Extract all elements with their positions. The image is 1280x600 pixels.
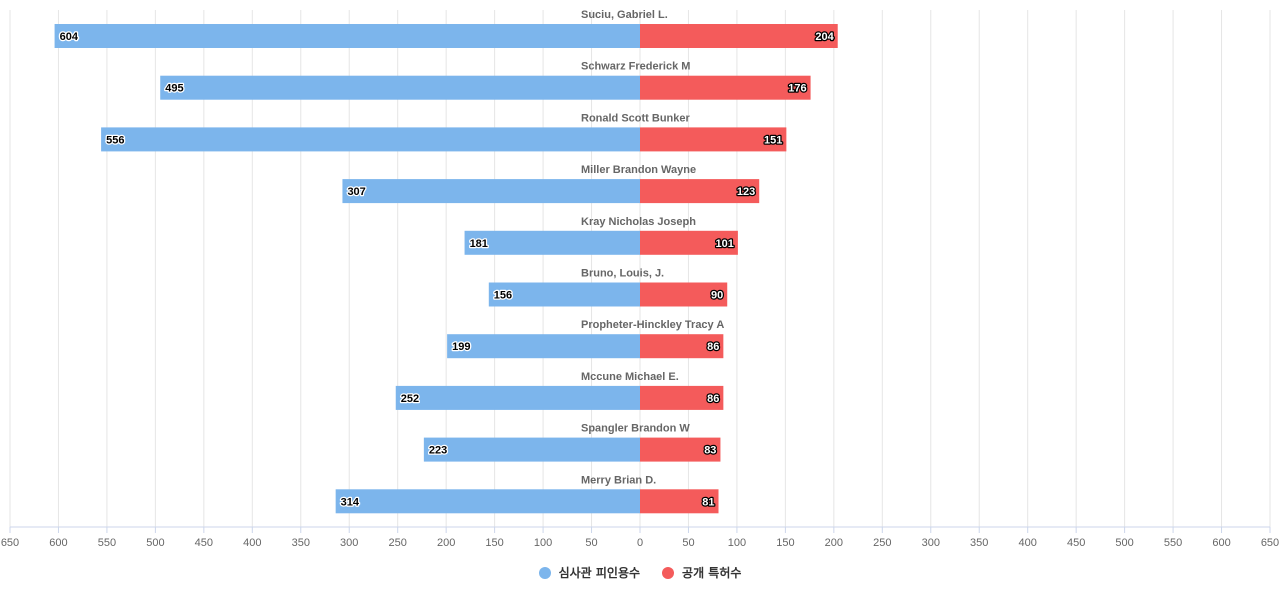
legend-marker xyxy=(662,566,675,579)
data-label-right: 90 xyxy=(711,290,723,302)
x-tick-label: 650 xyxy=(1,537,19,549)
category-label: Miller Brandon Wayne xyxy=(581,164,696,176)
value-labels: 604 204 495 176 556 151 307 123 181 101 156 90 199 86… xyxy=(58,30,836,510)
legend-item-left-series[interactable]: 심사관 피인용수 xyxy=(538,564,641,581)
legend-label: 심사관 피인용수 xyxy=(558,566,641,580)
category-label: Merry Brian D. xyxy=(581,474,656,486)
category-label: Spangler Brandon W xyxy=(581,423,690,435)
data-label-left: 495 xyxy=(165,83,183,95)
bars xyxy=(54,24,838,514)
category-label: Propheter-Hinckley Tracy A xyxy=(581,319,724,331)
x-tick-label: 450 xyxy=(195,537,213,549)
x-tick-label: 250 xyxy=(389,537,407,549)
data-label-right: 151 xyxy=(764,134,782,146)
bar-left[interactable] xyxy=(395,385,640,410)
x-tick-label: 500 xyxy=(146,537,164,549)
x-tick-label: 200 xyxy=(437,537,455,549)
bar-right[interactable] xyxy=(640,282,728,307)
bar-right[interactable] xyxy=(640,127,787,152)
data-label-right: 86 xyxy=(707,393,719,405)
data-label-right: 204 xyxy=(815,31,834,43)
legend-item-right-series[interactable]: 공개 특허수 xyxy=(662,564,741,581)
x-tick-label: 100 xyxy=(534,537,552,549)
x-tick-label: 600 xyxy=(49,537,67,549)
data-label-left: 604 xyxy=(60,31,79,43)
x-tick-label: 50 xyxy=(682,537,694,549)
bar-left[interactable] xyxy=(335,489,640,514)
data-label-left: 556 xyxy=(106,134,124,146)
x-tick-label: 550 xyxy=(98,537,116,549)
bar-right[interactable] xyxy=(640,489,719,514)
data-label-left: 252 xyxy=(401,393,419,405)
x-tick-label: 100 xyxy=(728,537,746,549)
x-tick-label: 250 xyxy=(873,537,891,549)
x-tick-label: 350 xyxy=(970,537,988,549)
x-tick-label: 550 xyxy=(1164,537,1182,549)
category-label: Ronald Scott Bunker xyxy=(581,112,691,124)
legend-label: 공개 특허수 xyxy=(682,566,742,580)
legend: 심사관 피인용수 공개 특허수 xyxy=(0,564,1280,581)
bar-right[interactable] xyxy=(640,75,811,100)
bar-left[interactable] xyxy=(464,230,640,255)
x-tick-label: 150 xyxy=(776,537,794,549)
data-label-left: 307 xyxy=(347,186,365,198)
x-tick-label: 500 xyxy=(1115,537,1133,549)
bar-right[interactable] xyxy=(640,437,721,462)
bar-left[interactable] xyxy=(342,179,640,204)
x-tick-label: 400 xyxy=(243,537,261,549)
x-tick-label: 450 xyxy=(1067,537,1085,549)
data-label-right: 176 xyxy=(788,83,806,95)
data-label-right: 86 xyxy=(707,341,719,353)
bar-left[interactable] xyxy=(423,437,640,462)
bar-right[interactable] xyxy=(640,24,838,48)
diverging-bar-chart: Suciu, Gabriel L. Schwarz Frederick M Rona… xyxy=(1,9,1279,549)
x-tick-label: 200 xyxy=(825,537,843,549)
x-tick-label: 0 xyxy=(637,537,643,549)
bar-right[interactable] xyxy=(640,230,738,255)
x-tick-label: 600 xyxy=(1212,537,1230,549)
legend-marker xyxy=(538,566,551,579)
bar-right[interactable] xyxy=(640,385,724,410)
bar-left[interactable] xyxy=(160,75,640,100)
data-label-right: 83 xyxy=(704,445,716,457)
bar-right[interactable] xyxy=(640,179,760,204)
category-label: Schwarz Frederick M xyxy=(581,61,690,73)
x-tick-label: 300 xyxy=(340,537,358,549)
x-axis: 650 600 550 500 450 400 350 300 250 200 150 100 50 0 5… xyxy=(1,526,1279,549)
x-tick-label: 650 xyxy=(1261,537,1279,549)
bar-right[interactable] xyxy=(640,334,724,359)
x-tick-label: 150 xyxy=(485,537,503,549)
x-tick-label: 350 xyxy=(292,537,310,549)
data-label-left: 199 xyxy=(452,341,470,353)
data-label-right: 123 xyxy=(737,186,755,198)
x-tick-label: 300 xyxy=(922,537,940,549)
category-label: Kray Nicholas Joseph xyxy=(581,216,696,228)
bar-left[interactable] xyxy=(54,24,641,48)
data-label-left: 156 xyxy=(494,290,512,302)
bar-left[interactable] xyxy=(488,282,640,307)
category-label: Bruno, Louis, J. xyxy=(581,268,664,280)
data-label-left: 223 xyxy=(429,445,447,457)
bar-left[interactable] xyxy=(101,127,641,152)
x-tick-label: 50 xyxy=(585,537,597,549)
data-label-left: 181 xyxy=(470,238,488,250)
data-label-left: 314 xyxy=(341,496,360,508)
category-labels: Suciu, Gabriel L. Schwarz Frederick M Rona… xyxy=(581,9,724,486)
bar-left[interactable] xyxy=(447,334,640,359)
data-label-right: 81 xyxy=(702,496,714,508)
category-label: Mccune Michael E. xyxy=(581,371,679,383)
category-label: Suciu, Gabriel L. xyxy=(581,9,668,21)
data-label-right: 101 xyxy=(716,238,734,250)
x-tick-label: 400 xyxy=(1019,537,1037,549)
